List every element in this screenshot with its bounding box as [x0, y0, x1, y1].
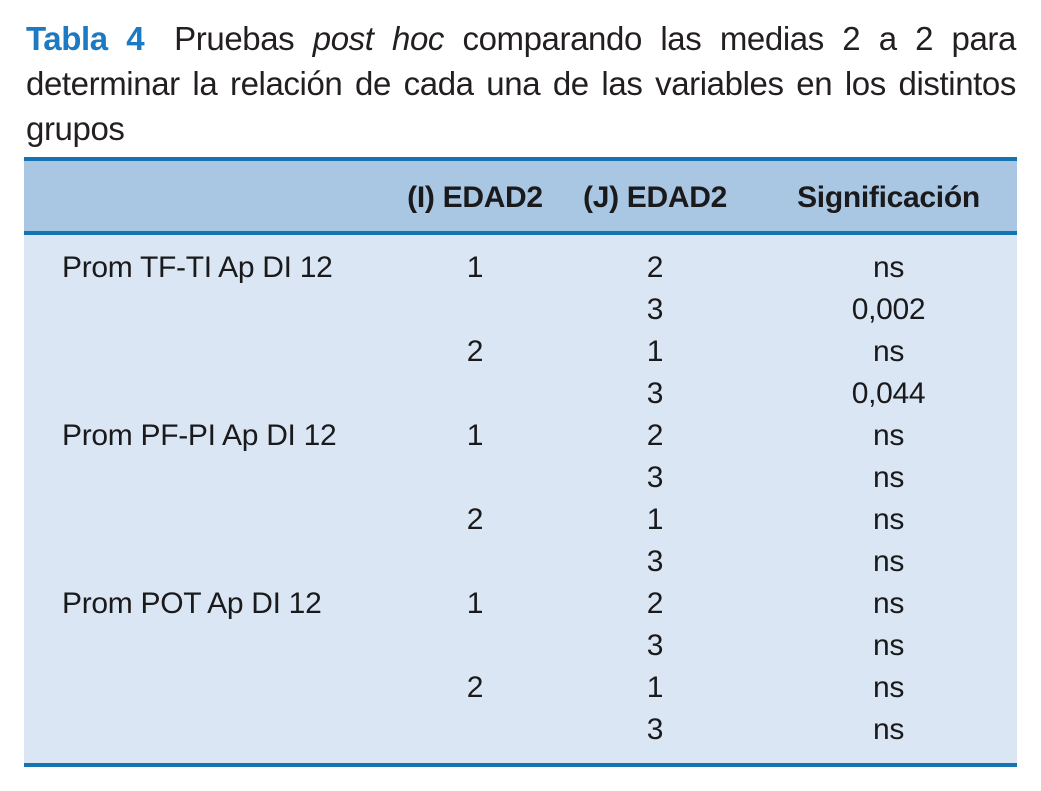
cell-j-edad2: 2: [646, 419, 664, 452]
table-header-row: (I) EDAD2 (J) EDAD2 Significación: [24, 157, 1017, 235]
cell-j-edad2: 3: [646, 377, 664, 410]
table-row: 2 1 ns: [24, 331, 1017, 373]
table-row: 3 ns: [24, 625, 1017, 667]
table-row: 3 ns: [24, 457, 1017, 499]
cell-variable: Prom POT Ap DI 12: [62, 587, 322, 620]
table-row: 3 0,044: [24, 373, 1017, 415]
caption-text-italic: post hoc: [312, 20, 445, 57]
table-caption: Tabla 4 Pruebas post hoc comparando las m…: [26, 16, 1016, 151]
cell-j-edad2: 3: [646, 545, 664, 578]
table-body: Prom TF-TI Ap DI 12 1 2 ns 3 0,002 2 1 n…: [24, 235, 1017, 767]
caption-text-before-italic: Pruebas: [174, 20, 313, 57]
table-row: Prom TF-TI Ap DI 12 1 2 ns: [24, 247, 1017, 289]
cell-significacion: ns: [872, 335, 905, 368]
cell-significacion: ns: [872, 461, 905, 494]
cell-significacion: ns: [872, 419, 905, 452]
cell-significacion: ns: [872, 671, 905, 704]
column-header-j-edad2: (J) EDAD2: [583, 181, 727, 214]
caption-label: Tabla 4: [26, 20, 145, 57]
cell-j-edad2: 1: [646, 503, 664, 536]
table-row: Prom POT Ap DI 12 1 2 ns: [24, 583, 1017, 625]
table-row: Prom PF-PI Ap DI 12 1 2 ns: [24, 415, 1017, 457]
cell-variable: Prom PF-PI Ap DI 12: [62, 419, 337, 452]
cell-i-edad2: 1: [466, 419, 484, 452]
cell-significacion: ns: [872, 503, 905, 536]
table-row: 2 1 ns: [24, 667, 1017, 709]
table-row: 3 ns: [24, 541, 1017, 583]
cell-significacion: ns: [872, 713, 905, 746]
cell-i-edad2: 2: [466, 503, 484, 536]
cell-i-edad2: 2: [466, 335, 484, 368]
data-table: (I) EDAD2 (J) EDAD2 Significación Prom T…: [24, 157, 1017, 767]
table-row: 2 1 ns: [24, 499, 1017, 541]
column-header-significacion: Significación: [797, 181, 980, 214]
cell-j-edad2: 3: [646, 293, 664, 326]
caption-text-after-italic: comparando las medias 2 a 2 para determi…: [26, 20, 1016, 147]
cell-significacion: 0,002: [851, 293, 926, 326]
cell-significacion: ns: [872, 251, 905, 284]
cell-j-edad2: 1: [646, 671, 664, 704]
cell-j-edad2: 3: [646, 461, 664, 494]
cell-j-edad2: 2: [646, 587, 664, 620]
cell-significacion: ns: [872, 587, 905, 620]
table-row: 3 ns: [24, 709, 1017, 751]
column-header-i-edad2: (I) EDAD2: [407, 181, 543, 214]
cell-variable: Prom TF-TI Ap DI 12: [62, 251, 333, 284]
cell-i-edad2: 1: [466, 251, 484, 284]
cell-j-edad2: 2: [646, 251, 664, 284]
cell-significacion: ns: [872, 545, 905, 578]
cell-significacion: ns: [872, 629, 905, 662]
cell-significacion: 0,044: [851, 377, 926, 410]
cell-j-edad2: 3: [646, 629, 664, 662]
table-row: 3 0,002: [24, 289, 1017, 331]
column-header-variable: [24, 194, 400, 198]
cell-i-edad2: 2: [466, 671, 484, 704]
cell-i-edad2: 1: [466, 587, 484, 620]
cell-j-edad2: 1: [646, 335, 664, 368]
cell-j-edad2: 3: [646, 713, 664, 746]
